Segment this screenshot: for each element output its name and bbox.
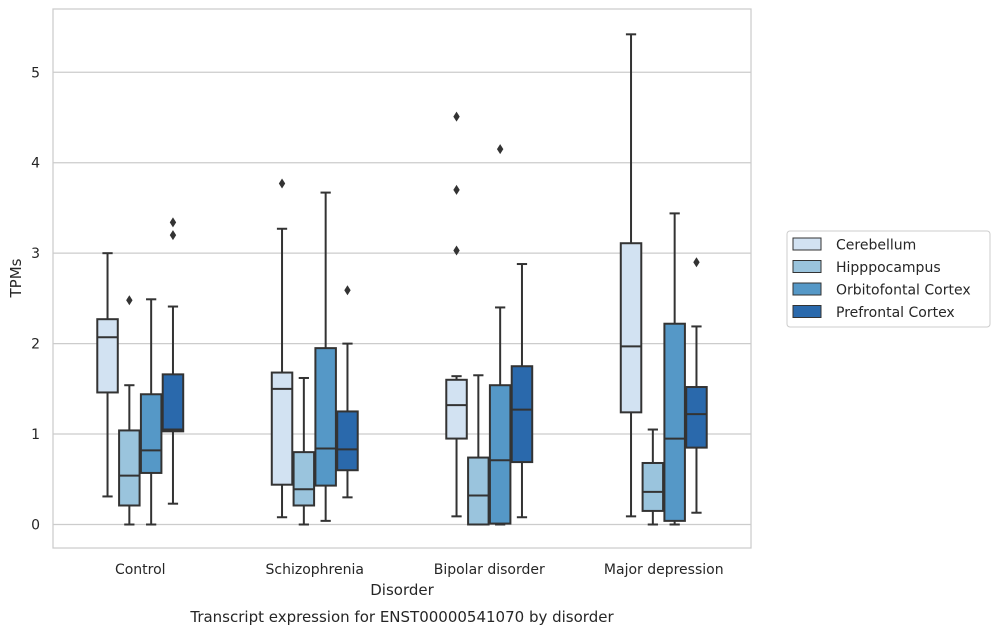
y-tick-label: 0 bbox=[31, 517, 40, 533]
box-2-0 bbox=[445, 111, 468, 518]
legend-label: Prefrontal Cortex bbox=[836, 305, 955, 321]
y-tick-label: 5 bbox=[31, 65, 40, 81]
box-iqr bbox=[314, 347, 337, 487]
outlier-point bbox=[126, 295, 133, 306]
legend-swatch bbox=[792, 237, 822, 251]
box-1-0 bbox=[270, 178, 294, 519]
box-3-0 bbox=[619, 33, 643, 518]
outlier-point bbox=[693, 257, 700, 268]
outlier-point bbox=[344, 285, 351, 296]
outlier-point bbox=[169, 217, 177, 228]
outlier-point bbox=[453, 111, 460, 122]
x-axis-label: Disorder bbox=[370, 581, 434, 599]
box-iqr bbox=[161, 373, 185, 433]
box-1-2 bbox=[314, 191, 337, 522]
outlier-point bbox=[278, 178, 286, 189]
box-iqr bbox=[118, 429, 141, 507]
grid-lines bbox=[53, 71, 751, 526]
box-iqr bbox=[270, 371, 294, 486]
plot-boxes bbox=[96, 33, 708, 526]
legend: Cerebellum Hipppocampus Orbitofontal Corte… bbox=[786, 230, 991, 328]
box-1-3 bbox=[336, 285, 359, 499]
box-iqr bbox=[467, 456, 490, 526]
box-iqr bbox=[292, 451, 316, 507]
box-0-1 bbox=[118, 295, 141, 526]
box-iqr bbox=[336, 410, 359, 472]
box-0-3 bbox=[161, 217, 185, 505]
outlier-point bbox=[453, 245, 460, 256]
legend-label: Orbitofontal Cortex bbox=[836, 283, 971, 299]
chart-title: Transcript expression for ENST0000054107… bbox=[189, 608, 614, 626]
y-tick-label: 3 bbox=[31, 246, 40, 262]
box-iqr bbox=[619, 242, 643, 414]
legend-frame bbox=[786, 230, 991, 328]
box-iqr bbox=[663, 322, 686, 522]
box-3-1 bbox=[641, 428, 665, 526]
box-2-2 bbox=[488, 144, 512, 526]
plot-frame bbox=[52, 8, 752, 549]
y-tick-labels: 0 1 2 3 4 5 bbox=[31, 65, 40, 533]
box-3-3 bbox=[685, 257, 708, 514]
box-0-2 bbox=[139, 298, 163, 526]
y-tick-label: 2 bbox=[31, 337, 40, 353]
outlier-point bbox=[453, 184, 460, 195]
box-3-2 bbox=[663, 212, 686, 526]
legend-label: Cerebellum bbox=[836, 238, 916, 254]
box-iqr bbox=[139, 393, 163, 474]
y-axis-label: TPMs bbox=[7, 258, 25, 298]
box-1-1 bbox=[292, 376, 316, 526]
x-tick-label: Schizophrenia bbox=[266, 562, 364, 578]
outlier-point bbox=[496, 144, 504, 155]
outlier-point bbox=[169, 230, 177, 241]
box-iqr bbox=[641, 461, 665, 512]
x-tick-label: Control bbox=[115, 562, 166, 578]
box-2-3 bbox=[510, 263, 534, 519]
legend-swatch bbox=[792, 282, 822, 296]
x-tick-label: Major depression bbox=[604, 562, 724, 578]
box-iqr bbox=[96, 318, 119, 394]
x-tick-label: Bipolar disorder bbox=[434, 562, 545, 578]
box-2-1 bbox=[467, 374, 490, 526]
legend-swatch bbox=[792, 305, 822, 318]
box-iqr bbox=[445, 378, 468, 440]
legend-label: Hipppocampus bbox=[836, 260, 941, 276]
box-iqr bbox=[685, 386, 708, 449]
y-tick-label: 1 bbox=[31, 427, 40, 443]
legend-swatch bbox=[792, 260, 822, 273]
box-iqr bbox=[510, 365, 534, 464]
box-0-0 bbox=[96, 252, 119, 498]
box-iqr bbox=[488, 384, 512, 525]
x-tick-labels: Control Schizophrenia Bipolar disorder Majo… bbox=[115, 562, 724, 578]
y-tick-label: 4 bbox=[31, 156, 40, 172]
